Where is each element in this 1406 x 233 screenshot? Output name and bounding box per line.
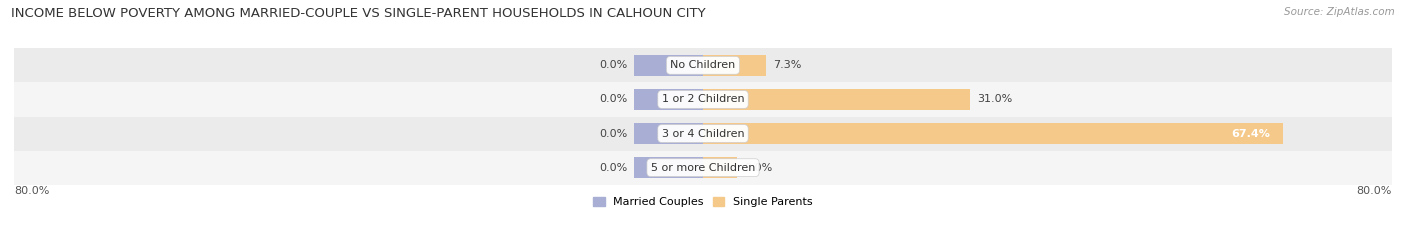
Text: 0.0%: 0.0% <box>599 129 627 139</box>
Text: 0.0%: 0.0% <box>744 163 772 173</box>
Bar <box>634 123 703 144</box>
Text: 1 or 2 Children: 1 or 2 Children <box>662 94 744 104</box>
Text: 31.0%: 31.0% <box>977 94 1012 104</box>
Bar <box>14 116 1392 151</box>
Text: 3 or 4 Children: 3 or 4 Children <box>662 129 744 139</box>
Text: 80.0%: 80.0% <box>14 186 49 196</box>
Text: 67.4%: 67.4% <box>1232 129 1271 139</box>
Bar <box>14 48 1392 82</box>
Text: 80.0%: 80.0% <box>1357 186 1392 196</box>
Text: 0.0%: 0.0% <box>599 94 627 104</box>
Text: No Children: No Children <box>671 60 735 70</box>
Text: 7.3%: 7.3% <box>773 60 801 70</box>
Text: 0.0%: 0.0% <box>599 60 627 70</box>
Bar <box>634 158 703 178</box>
Text: 0.0%: 0.0% <box>599 163 627 173</box>
Bar <box>703 89 970 110</box>
Bar <box>703 123 1284 144</box>
Text: 5 or more Children: 5 or more Children <box>651 163 755 173</box>
Bar <box>703 158 738 178</box>
Bar <box>634 55 703 75</box>
Text: Source: ZipAtlas.com: Source: ZipAtlas.com <box>1284 7 1395 17</box>
Bar <box>703 55 766 75</box>
Bar <box>14 151 1392 185</box>
Bar <box>14 82 1392 116</box>
Text: INCOME BELOW POVERTY AMONG MARRIED-COUPLE VS SINGLE-PARENT HOUSEHOLDS IN CALHOUN: INCOME BELOW POVERTY AMONG MARRIED-COUPL… <box>11 7 706 20</box>
Bar <box>634 89 703 110</box>
Legend: Married Couples, Single Parents: Married Couples, Single Parents <box>589 192 817 212</box>
